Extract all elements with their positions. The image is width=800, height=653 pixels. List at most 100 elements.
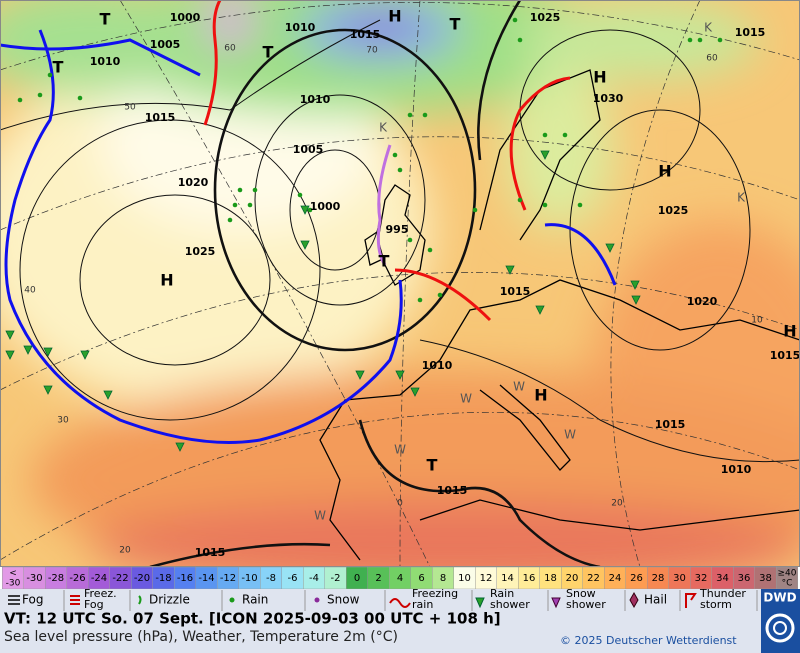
rain-symbol [227,217,233,223]
rain-symbol [422,112,428,118]
rain-symbol [397,167,403,173]
legend-icon [389,598,411,608]
pressure-center: H [658,162,671,181]
footer-bg [0,589,800,653]
weather-letter: K [379,121,388,135]
rain-symbol [687,37,693,43]
shower-symbol [630,280,640,290]
shower-symbol [80,350,90,360]
legend-label: Fog [84,598,104,611]
rain-symbol [392,152,398,158]
map: 1000 1005 1010 1010 1015 1025 1015 1010 1015 1030… [0,0,800,567]
scale-label: -12 [220,573,236,584]
isobar-label: 1010 [721,463,752,476]
scale-label: -10 [241,573,257,584]
scale-label: -22 [112,573,128,584]
legend-label: Snow [566,587,596,600]
scale-label: 30 [673,573,686,584]
rain-symbol [517,197,523,203]
color-scale: <-30 -30 -28 -26 -24 -22 -20 -18 -16 -14 -12 -10 -8-… [2,566,798,590]
valid-time: VT: 12 UTC So. 07 Sept. [ICON 2025-09-03… [4,610,501,628]
isobar-label: 1005 [150,38,181,51]
pressure-center: H [160,271,173,290]
rain-symbol [407,112,413,118]
temperature-label: 50 [124,103,136,113]
pressure-center: H [534,386,547,405]
legend-label: storm [700,598,732,611]
shower-symbol [5,350,15,360]
shower-symbol [395,370,405,380]
scale-label: 18 [544,573,557,584]
weather-letter: W [513,380,525,394]
temperature-label: 0 [397,499,403,509]
isobar-label: 1015 [735,26,766,39]
rain-symbol [232,202,238,208]
shower-symbol [300,240,310,250]
legend-icon [229,597,235,603]
scale-label: -2 [331,573,341,584]
rain-symbol [307,207,313,213]
isobar-label: 1010 [422,359,453,372]
scale-label: 28 [652,573,665,584]
isobar-label: 1025 [185,245,216,258]
legend-label: Freez. [84,587,117,600]
isobar-label: 1010 [285,21,316,34]
scale-label: 0 [354,573,360,584]
legend-icon [475,597,485,609]
temperature-label: 60 [224,44,236,54]
scale-label: 26 [630,573,643,584]
scale-label: -16 [177,573,193,584]
rain-symbol [237,187,243,193]
logo-icon [773,621,787,635]
isobar-label: 1030 [593,92,624,105]
shower-symbol [43,347,53,357]
shower-symbol [103,390,113,400]
temperature-label: 20 [611,499,623,509]
legend-label: Freezing [412,587,458,600]
pressure-center: T [379,252,390,271]
isobar-label: 995 [386,223,409,236]
shower-symbol [355,370,365,380]
isobar-label: 1015 [770,349,800,362]
scale-label: 32 [695,573,708,584]
rain-symbol [697,37,703,43]
isobar-label: 1010 [300,93,331,106]
legend-icon [629,591,639,609]
weather-letter: W [314,509,326,523]
isobar-label: 1015 [350,28,381,41]
scale-label: 12 [480,573,493,584]
scale-label: 10 [458,573,471,584]
scale-label: 38 [759,573,772,584]
scale-label: -4 [309,573,319,584]
legend-icon [138,595,142,605]
shower-symbol [410,387,420,397]
shower-symbol [540,150,550,160]
weather-symbols [5,17,723,452]
scale-label: < [9,569,17,579]
scale-label: -6 [288,573,298,584]
legend-label: Fog [22,593,43,607]
rain-symbol [297,192,303,198]
legend-icon [70,595,80,605]
weather-letter: W [394,443,406,457]
pressure-center: T [100,10,111,29]
isobar-label: 1025 [530,11,561,24]
isobar-label: 1000 [170,11,201,24]
legend-label: Rain [490,587,514,600]
shower-symbol [23,345,33,355]
copyright: © 2025 Deutscher Wetterdienst [560,634,737,647]
rain-symbol [77,95,83,101]
rain-symbol [17,97,23,103]
scale-label: -20 [134,573,150,584]
rain-symbol [542,202,548,208]
logo: DWD [763,591,796,605]
scale-label: -24 [91,573,107,584]
rain-symbol [407,237,413,243]
legend-label: Thunder [699,587,746,600]
legend-icon [685,593,697,608]
rain-symbol [542,132,548,138]
legend: Fog Freez.Fog Drizzle Rain Snow FreezingrainR… [8,587,758,611]
isobar-label: 1025 [658,204,689,217]
shower-symbol [300,205,310,215]
